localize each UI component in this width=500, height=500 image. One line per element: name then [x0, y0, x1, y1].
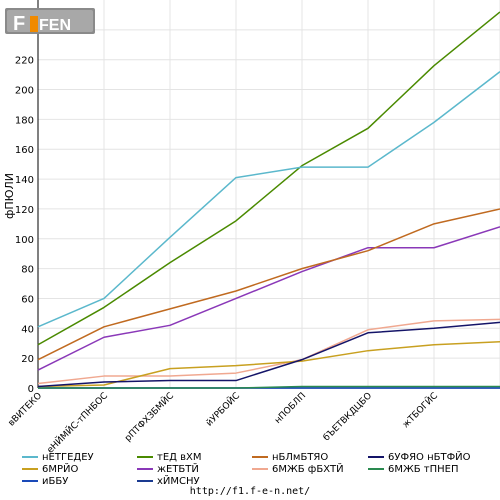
series-group: [37, 11, 500, 389]
grid: [37, 0, 500, 388]
y-tick-label: 60: [21, 294, 34, 305]
svg-text:FEN: FEN: [39, 17, 71, 34]
series-line-3: [37, 208, 500, 361]
y-tick-label: 120: [15, 205, 34, 216]
y-tick-label: 40: [21, 324, 34, 335]
series-line-4: [37, 321, 500, 388]
legend-label: 6МЖБ тПНЕП: [388, 464, 459, 475]
y-tick-label: 160: [15, 145, 34, 156]
legend-label: нБЛмБТЯО: [272, 452, 328, 463]
y-tick-label: 140: [15, 175, 34, 186]
y-tick-label: 100: [15, 235, 34, 246]
legend-label: иББУ: [42, 476, 68, 487]
legend-label: 6МРЙО: [42, 462, 79, 475]
series-line-1: [37, 71, 500, 328]
footer-url[interactable]: http://f1.f-e-n.net/: [190, 486, 310, 497]
y-axis-label: фПЮЛИ: [3, 173, 16, 219]
legend-label: хЙМСНУ: [157, 474, 200, 487]
legend-label: тЕД вХМ: [157, 452, 202, 463]
y-tick-label: 20: [21, 354, 34, 365]
y-tick-label: 0: [28, 384, 34, 395]
y-tick-label: 80: [21, 265, 34, 276]
series-line-7: [37, 318, 500, 385]
series-line-6: [37, 226, 500, 371]
legend: нЕТГЕДЕУ тЕД вХМ нБЛмБТЯО 6УФЯО нБТФЙО 6МРЙО…: [22, 450, 471, 487]
legend-label: 6МЖБ фБХТЙ: [272, 462, 344, 475]
legend-label: жЕТБТЙ: [157, 462, 199, 475]
series-line-2: [37, 11, 500, 346]
legend-label: нЕТГЕДЕУ: [42, 452, 94, 463]
logo-graphic: F FEN: [5, 8, 95, 35]
y-tick-label: 200: [15, 86, 34, 97]
y-tick-label: 220: [15, 56, 34, 67]
y-tick-label: 180: [15, 115, 34, 126]
f1fen-logo: F FEN: [5, 2, 99, 40]
svg-text:F: F: [13, 13, 25, 35]
legend-label: 6УФЯО нБТФЙО: [388, 450, 471, 463]
series-line-8: [38, 385, 500, 389]
